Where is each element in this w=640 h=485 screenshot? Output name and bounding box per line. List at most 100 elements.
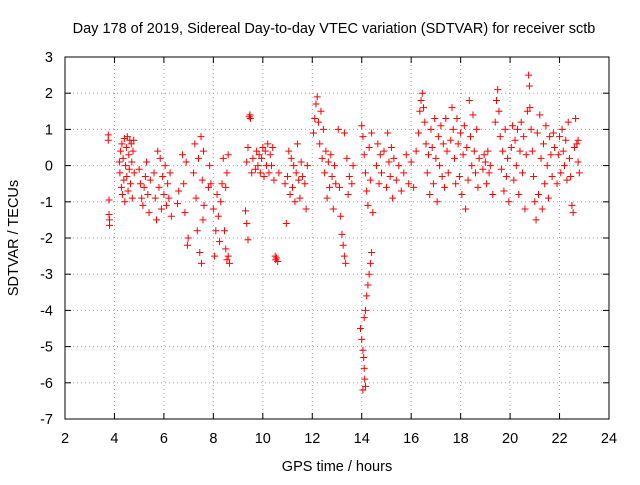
data-point [337,212,345,220]
y-tick-label: -5 [40,340,53,356]
data-point [486,162,494,170]
data-point [539,140,547,148]
data-point [454,140,462,148]
data-point [156,154,164,162]
data-point [369,209,377,217]
data-point [356,325,364,332]
data-point [526,104,534,112]
data-point [452,180,460,188]
data-point [463,144,471,151]
data-point [402,151,410,159]
data-point [392,176,400,184]
data-point [421,118,429,126]
y-tick-label: 0 [45,159,53,175]
data-point [366,176,374,184]
data-point [538,205,546,213]
data-point [442,115,450,123]
data-point [400,169,408,177]
data-point [562,136,570,144]
data-point [447,136,455,144]
data-point [563,176,571,184]
data-point [303,162,311,170]
data-point [275,169,283,177]
data-point [281,180,289,188]
data-point [136,180,144,188]
data-point [422,140,430,148]
data-point [460,122,468,130]
data-point [331,162,339,170]
data-point [272,254,280,262]
data-point [295,176,303,184]
data-point [436,162,444,170]
data-point [426,191,434,199]
data-point [130,169,138,177]
data-point [116,169,124,177]
data-point [138,194,146,202]
data-point [509,122,517,130]
data-point [363,292,371,300]
data-point [339,241,347,249]
x-axis-label: GPS time / hours [282,459,392,475]
data-point [182,158,190,166]
data-point [427,125,435,133]
data-point [412,147,420,155]
data-point [536,111,544,119]
data-point [287,154,295,162]
data-point [302,205,310,213]
data-point [479,165,487,173]
data-point [223,256,231,264]
data-point [457,129,465,137]
data-point [128,158,136,166]
x-tick-label: 2 [61,431,69,447]
data-point [310,129,318,137]
data-point [432,154,440,162]
data-point [292,169,300,177]
data-point [385,158,393,166]
data-point [570,144,578,151]
data-point [317,107,325,115]
data-point [161,162,169,170]
data-point [146,176,154,184]
data-point [334,125,342,133]
data-point [223,169,231,177]
data-point [465,96,473,104]
data-point [575,169,583,177]
data-point [467,133,475,141]
data-point [496,133,504,141]
data-point [441,183,449,191]
data-point [361,169,369,177]
x-tick-label: 16 [403,431,419,447]
data-point [564,118,572,126]
data-point [387,144,395,151]
y-tick-label: 1 [45,122,53,138]
data-point [105,196,113,204]
x-tick-label: 20 [502,431,518,447]
data-point [495,107,503,115]
data-point [123,172,131,180]
data-point [500,187,508,195]
data-point [255,151,263,159]
data-point [418,89,426,97]
data-point [129,147,137,155]
data-point [516,147,524,155]
data-point [225,259,233,267]
data-point [359,386,367,394]
data-point [499,147,507,155]
data-point [122,162,130,170]
data-point [514,125,522,133]
data-point [152,216,160,224]
data-point [296,194,304,202]
data-point [348,180,356,188]
data-point [195,154,203,162]
data-point [259,144,267,151]
data-point [549,129,557,137]
data-point [104,136,112,144]
data-point [190,169,198,177]
data-point [274,258,282,266]
data-point [313,93,321,101]
data-point [145,209,153,217]
data-point [407,158,415,166]
data-point [165,194,173,202]
data-point [360,151,368,159]
